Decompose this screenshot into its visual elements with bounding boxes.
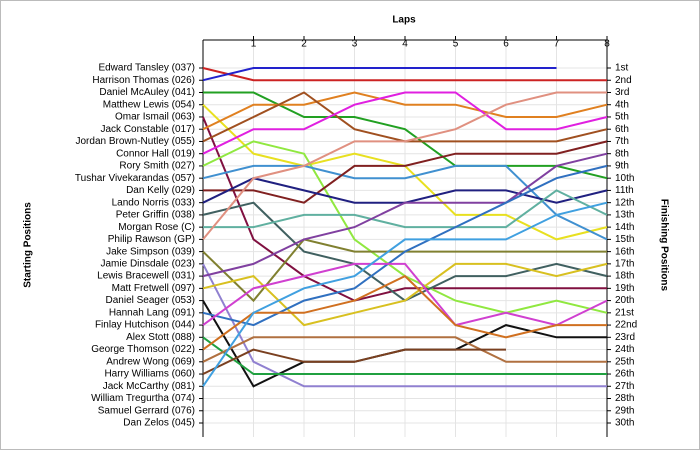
- series-line: [202, 201, 608, 387]
- y2-tick-label: 1st: [615, 63, 629, 74]
- x-tick-label: 3: [352, 39, 358, 50]
- x-tick-label: 1: [251, 39, 257, 50]
- y2-tick-label: 25th: [615, 356, 634, 367]
- start-label: Jack McCarthy (081): [103, 381, 195, 392]
- start-label: Matt Fretwell (097): [112, 283, 195, 294]
- y2-tick-label: 7th: [615, 136, 629, 147]
- series-line: [202, 67, 607, 82]
- x-axis-title: Laps: [392, 15, 416, 26]
- start-label: Dan Zelos (045): [123, 418, 195, 429]
- start-label: Rory Smith (027): [119, 161, 195, 172]
- y2-tick-label: 23rd: [615, 332, 635, 343]
- y2-tick-label: 16th: [615, 246, 634, 257]
- series-line: [202, 348, 506, 375]
- start-label: Omar Ismail (063): [115, 112, 195, 123]
- y2-tick-label: 4th: [615, 99, 629, 110]
- series-line: [203, 91, 608, 180]
- series-line: [202, 336, 607, 363]
- start-label: Jake Simpson (039): [106, 246, 195, 257]
- x-tick-label: 6: [503, 39, 509, 50]
- y2-tick-label: 19th: [615, 283, 634, 294]
- series-line: [202, 67, 557, 82]
- start-label: Edward Tansley (037): [98, 63, 195, 74]
- y2-tick-label: 3rd: [615, 87, 629, 98]
- start-label: William Tregurtha (074): [91, 393, 195, 404]
- start-label: Tushar Vivekarandas (057): [75, 173, 195, 184]
- y2-tick-label: 22nd: [615, 320, 637, 331]
- start-label: Andrew Wong (069): [106, 356, 195, 367]
- series-line: [202, 116, 607, 302]
- start-label: Lando Norris (033): [112, 197, 195, 208]
- start-label: Finlay Hutchison (044): [95, 320, 195, 331]
- y2-tick-label: 2nd: [615, 75, 632, 86]
- y2-tick-label: 13th: [615, 210, 634, 221]
- y2-axis-title: Finishing Positions: [658, 199, 669, 292]
- series-line: [202, 336, 607, 375]
- start-label: Jordan Brown-Nutley (055): [76, 136, 196, 147]
- start-label: Daniel Seager (053): [106, 295, 196, 306]
- y2-tick-label: 26th: [615, 369, 634, 380]
- y2-tick-label: 11th: [615, 185, 634, 196]
- start-label: Morgan Rose (C): [118, 222, 195, 233]
- x-tick-label: 5: [453, 39, 459, 50]
- series-line: [202, 262, 608, 327]
- start-label: Samuel Gerrard (076): [98, 405, 195, 416]
- start-label: Connor Hall (019): [116, 148, 195, 159]
- series-line: [203, 140, 608, 204]
- start-label: Alex Stott (088): [126, 332, 195, 343]
- y2-tick-label: 8th: [615, 148, 629, 159]
- y-axis-title: Starting Positions: [23, 202, 34, 288]
- y2-tick-label: 20th: [615, 295, 634, 306]
- series-line: [202, 91, 608, 131]
- y2-tick-label: 5th: [615, 112, 629, 123]
- y2-tick-label: 24th: [615, 344, 634, 355]
- y2-tick-label: 17th: [615, 259, 634, 270]
- series-line: [202, 91, 607, 241]
- y2-tick-label: 10th: [615, 173, 634, 184]
- start-label: Jack Constable (017): [101, 124, 196, 135]
- start-label: Harrison Thomas (026): [92, 75, 195, 86]
- x-tick-label: 4: [402, 39, 408, 50]
- y2-tick-label: 21st: [615, 307, 634, 318]
- start-label: Dan Kelly (029): [126, 185, 195, 196]
- start-label: Lewis Bracewell (031): [97, 271, 195, 282]
- y2-tick-label: 29th: [615, 405, 634, 416]
- series-line: [202, 91, 608, 155]
- start-label: George Thomson (022): [91, 344, 195, 355]
- x-tick-label: 7: [554, 39, 560, 50]
- y2-tick-label: 14th: [615, 222, 634, 233]
- start-label: Philip Rawson (GP): [108, 234, 195, 245]
- series-line: [203, 189, 608, 229]
- y2-tick-label: 6th: [615, 124, 629, 135]
- y2-tick-label: 27th: [615, 381, 634, 392]
- series-line: [202, 164, 608, 327]
- start-label: Daniel McAuley (041): [99, 87, 195, 98]
- series-line: [202, 262, 608, 327]
- series-line: [202, 152, 608, 278]
- y2-tick-label: 12th: [615, 197, 634, 208]
- y2-tick-label: 9th: [615, 161, 629, 172]
- start-label: Matthew Lewis (054): [103, 99, 195, 110]
- start-label: Hannah Lang (091): [109, 307, 195, 318]
- y2-tick-label: 18th: [615, 271, 634, 282]
- y2-tick-label: 30th: [615, 418, 634, 429]
- x-tick-label: 2: [301, 39, 307, 50]
- y2-tick-label: 28th: [615, 393, 634, 404]
- series-line: [202, 263, 607, 388]
- y2-tick-label: 15th: [615, 234, 634, 245]
- start-label: Harry Williams (060): [104, 369, 195, 380]
- series-line: [202, 274, 607, 351]
- start-label: Peter Griffin (038): [116, 210, 195, 221]
- start-label: Jamie Dinsdale (023): [101, 259, 196, 270]
